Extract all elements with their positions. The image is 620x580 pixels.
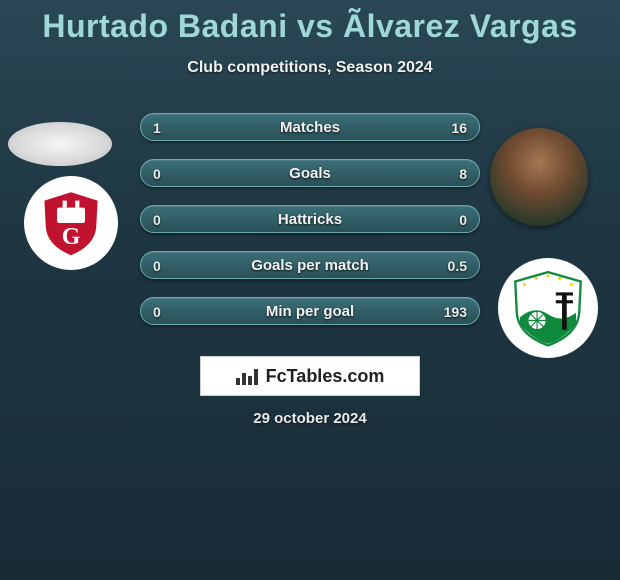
- stat-row-hattricks: 0 Hattricks 0: [140, 205, 480, 233]
- player-right-photo: [490, 128, 588, 226]
- player-left-crest: G: [24, 176, 118, 270]
- bar-chart-icon: [236, 367, 258, 385]
- stat-right-value: 193: [444, 298, 467, 326]
- stat-right-value: 16: [451, 114, 467, 142]
- stat-label: Goals per match: [141, 252, 479, 280]
- stat-label: Matches: [141, 114, 479, 142]
- stat-row-min-per-goal: 0 Min per goal 193: [140, 297, 480, 325]
- stat-label: Goals: [141, 160, 479, 188]
- crest-right-icon: [509, 269, 587, 347]
- brand-text: FcTables.com: [266, 366, 385, 387]
- page-subtitle: Club competitions, Season 2024: [0, 59, 620, 77]
- stat-bars: 1 Matches 16 0 Goals 8 0 Hattricks 0 0 G…: [140, 113, 480, 343]
- date-line: 29 october 2024: [0, 410, 620, 427]
- stat-right-value: 0.5: [448, 252, 467, 280]
- stat-right-value: 0: [459, 206, 467, 234]
- player-right-crest: [498, 258, 598, 358]
- stat-row-goals: 0 Goals 8: [140, 159, 480, 187]
- page-title: Hurtado Badani vs Ãlvarez Vargas: [0, 0, 620, 45]
- crest-left-icon: G: [36, 188, 106, 258]
- stat-right-value: 8: [459, 160, 467, 188]
- stat-row-goals-per-match: 0 Goals per match 0.5: [140, 251, 480, 279]
- stat-row-matches: 1 Matches 16: [140, 113, 480, 141]
- svg-text:G: G: [62, 224, 81, 250]
- stat-label: Min per goal: [141, 298, 479, 326]
- brand-box: FcTables.com: [200, 356, 420, 396]
- stat-label: Hattricks: [141, 206, 479, 234]
- player-left-photo-placeholder: [8, 122, 112, 166]
